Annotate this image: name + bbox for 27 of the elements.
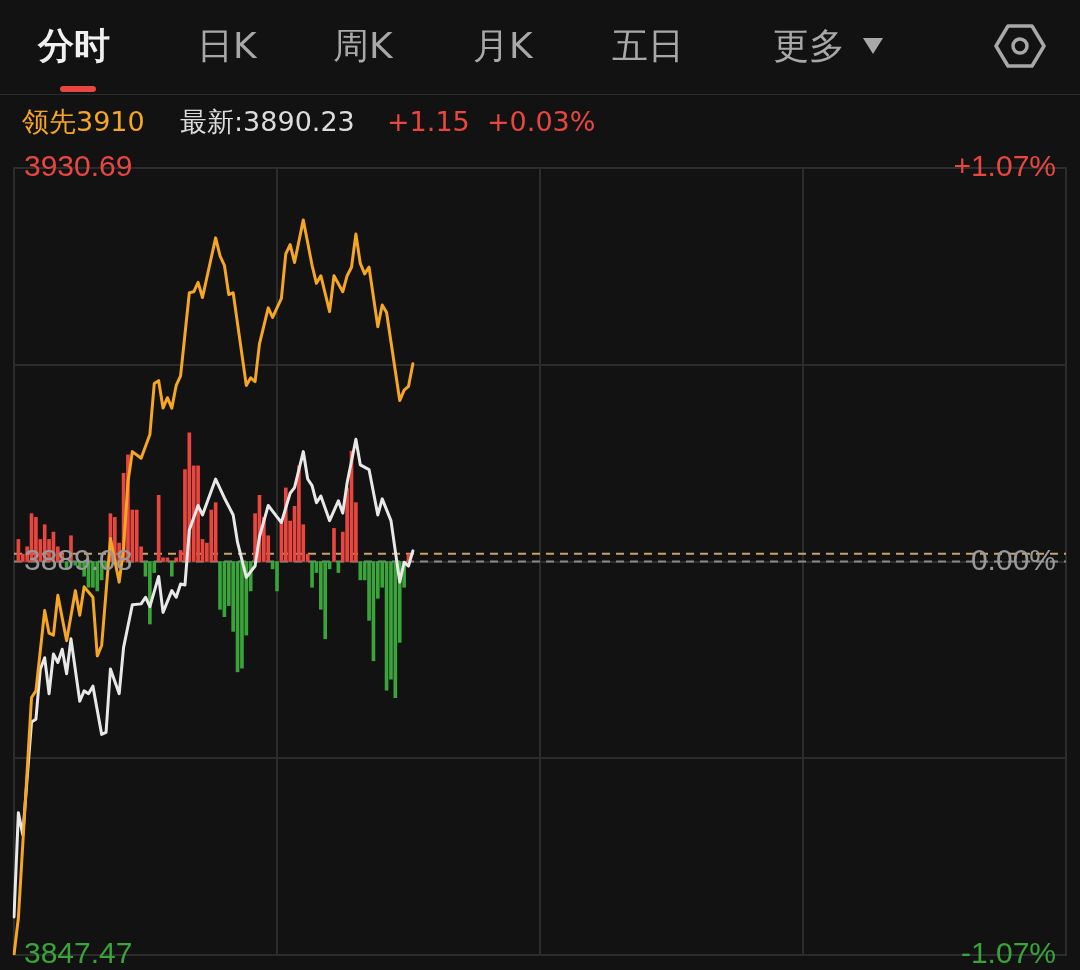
text: +0.03% <box>487 105 596 139</box>
bar <box>297 465 301 562</box>
bar <box>134 509 139 562</box>
text: 日K <box>197 24 257 68</box>
y-tick-label: 3930.69 <box>24 149 133 183</box>
text: 最新:3890.23 <box>180 105 355 139</box>
text: 分时 <box>38 24 110 68</box>
y2-tick-label: -1.07% <box>960 936 1056 970</box>
bar <box>323 561 328 640</box>
y2-tick-label: +1.07% <box>953 149 1056 183</box>
bar <box>358 561 363 581</box>
bar <box>169 561 174 577</box>
bar <box>275 561 279 592</box>
text: 五日 <box>612 24 684 68</box>
bar <box>196 465 200 562</box>
y2-tick-label: 0.00% <box>970 542 1056 576</box>
bar <box>240 561 244 669</box>
text: 月K <box>473 24 533 68</box>
bar <box>165 557 170 562</box>
y-tick-label: 3889.08 <box>24 542 133 576</box>
text: +1.15 <box>387 105 470 139</box>
bar <box>332 528 336 562</box>
text: 更多 <box>773 24 845 68</box>
y-tick-label: 3847.47 <box>24 936 133 970</box>
text: 领先3910 <box>22 105 145 139</box>
text: 周K <box>333 24 393 68</box>
bar <box>310 561 314 588</box>
